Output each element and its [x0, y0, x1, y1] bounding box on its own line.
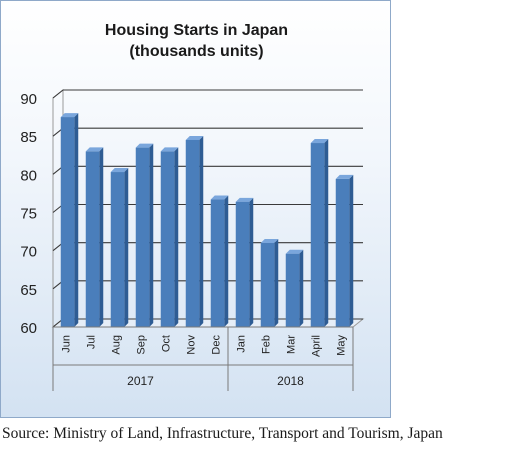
bar-top — [210, 195, 229, 200]
gridline — [52, 127, 363, 137]
bar-side — [324, 139, 329, 327]
bar-side — [349, 174, 354, 327]
bar-side — [274, 239, 279, 327]
bar — [110, 172, 125, 327]
chart-title: Housing Starts in Japan — [104, 22, 289, 39]
bar-side — [224, 195, 229, 327]
chart-subtitle: (thousands units) — [129, 43, 264, 60]
x-tick-label: Jan — [236, 335, 248, 353]
group-label: 2017 — [127, 374, 154, 388]
y-tick-label: 70 — [20, 244, 37, 261]
bar — [210, 199, 225, 327]
bar-side — [124, 168, 129, 327]
y-tick-label: 65 — [20, 282, 37, 299]
chart-panel: Housing Starts in Japan (thousands units… — [0, 0, 391, 418]
x-tick-label: Feb — [261, 335, 273, 354]
bar — [285, 253, 300, 327]
x-tick-label: Sep — [136, 335, 148, 355]
bar — [85, 151, 100, 327]
x-tick-label: April — [311, 335, 323, 357]
bar — [310, 143, 325, 327]
y-tick-label: 90 — [20, 91, 37, 108]
bar-top — [110, 168, 129, 173]
y-tick-label: 75 — [20, 206, 37, 223]
bar-top — [85, 147, 104, 152]
bar-side — [299, 249, 304, 327]
x-tick-label: Jul — [86, 335, 98, 349]
bar — [135, 147, 150, 327]
bar-top — [310, 139, 329, 144]
bar-top — [185, 135, 204, 140]
bar-top — [260, 239, 279, 244]
bar-side — [149, 143, 154, 327]
bar-top — [335, 174, 354, 179]
bar-side — [99, 147, 104, 327]
source-note: Source: Ministry of Land, Infrastructure… — [2, 425, 443, 442]
x-tick-label: Oct — [161, 335, 173, 352]
x-tick-label: Jun — [61, 335, 73, 353]
y-tick-label: 60 — [20, 320, 37, 337]
y-tick-label: 85 — [20, 129, 37, 146]
bar — [235, 201, 250, 327]
y-tick-label: 80 — [20, 167, 37, 184]
bar-top — [160, 147, 179, 152]
bar — [335, 178, 350, 327]
gridline — [52, 89, 363, 99]
group-label: 2018 — [277, 374, 304, 388]
bar-side — [74, 113, 79, 327]
bar — [260, 243, 275, 327]
bar-top — [60, 113, 79, 118]
bar — [160, 151, 175, 327]
bar — [60, 117, 75, 327]
bar-side — [249, 197, 254, 327]
x-tick-label: Nov — [186, 335, 198, 355]
x-tick-label: Aug — [111, 335, 123, 355]
bar-chart: 60 65 70 75 80 85 90 Jun Jul Aug Sep Oct Nov Dec Jan Fe… — [20, 88, 365, 391]
bar-top — [135, 143, 154, 148]
bar-side — [199, 135, 204, 327]
x-tick-label: Mar — [286, 335, 298, 354]
bar — [185, 139, 200, 327]
bar-top — [285, 249, 304, 254]
x-tick-label: May — [336, 335, 348, 356]
x-tick-label: Dec — [211, 335, 223, 355]
bar-top — [235, 197, 254, 202]
bar-side — [174, 147, 179, 327]
